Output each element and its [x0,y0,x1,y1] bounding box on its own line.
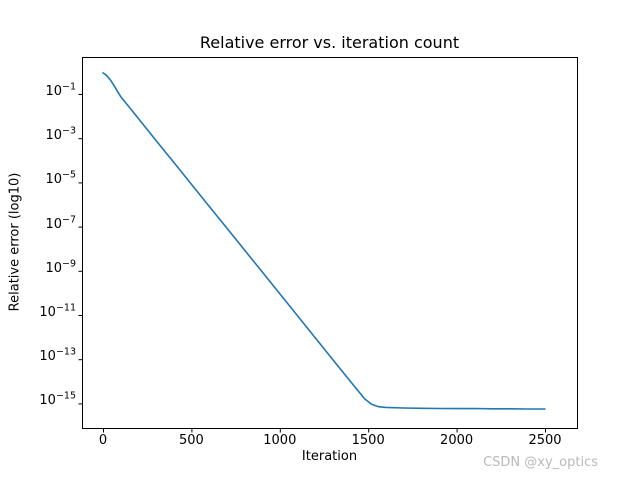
y-tick-label: 10−15 [39,391,76,409]
watermark: CSDN @xy_optics [483,455,598,470]
y-axis-label: Relative error (log10) [7,172,23,312]
x-axis-label: Iteration [301,449,358,464]
chart-title: Relative error vs. iteration count [199,33,460,52]
axes-frame [82,57,578,429]
y-tick-label: 10−11 [39,302,76,320]
y-tick-label: 10−1 [45,81,76,99]
y-tick-label: 10−13 [39,346,76,365]
y-tick-label: 10−3 [45,125,76,144]
x-tick-label: 500 [178,433,204,448]
x-tick-label: 1500 [351,433,385,448]
y-tick-label: 10−9 [45,258,76,276]
x-tick-label: 0 [98,433,108,448]
x-tick-label: 2000 [440,433,474,448]
y-tick-label: 10−5 [45,170,76,188]
x-tick-label: 2500 [528,433,562,448]
y-tick-label: 10−7 [45,214,76,232]
error-curve-line [102,72,546,410]
x-tick-label: 1000 [263,433,297,448]
